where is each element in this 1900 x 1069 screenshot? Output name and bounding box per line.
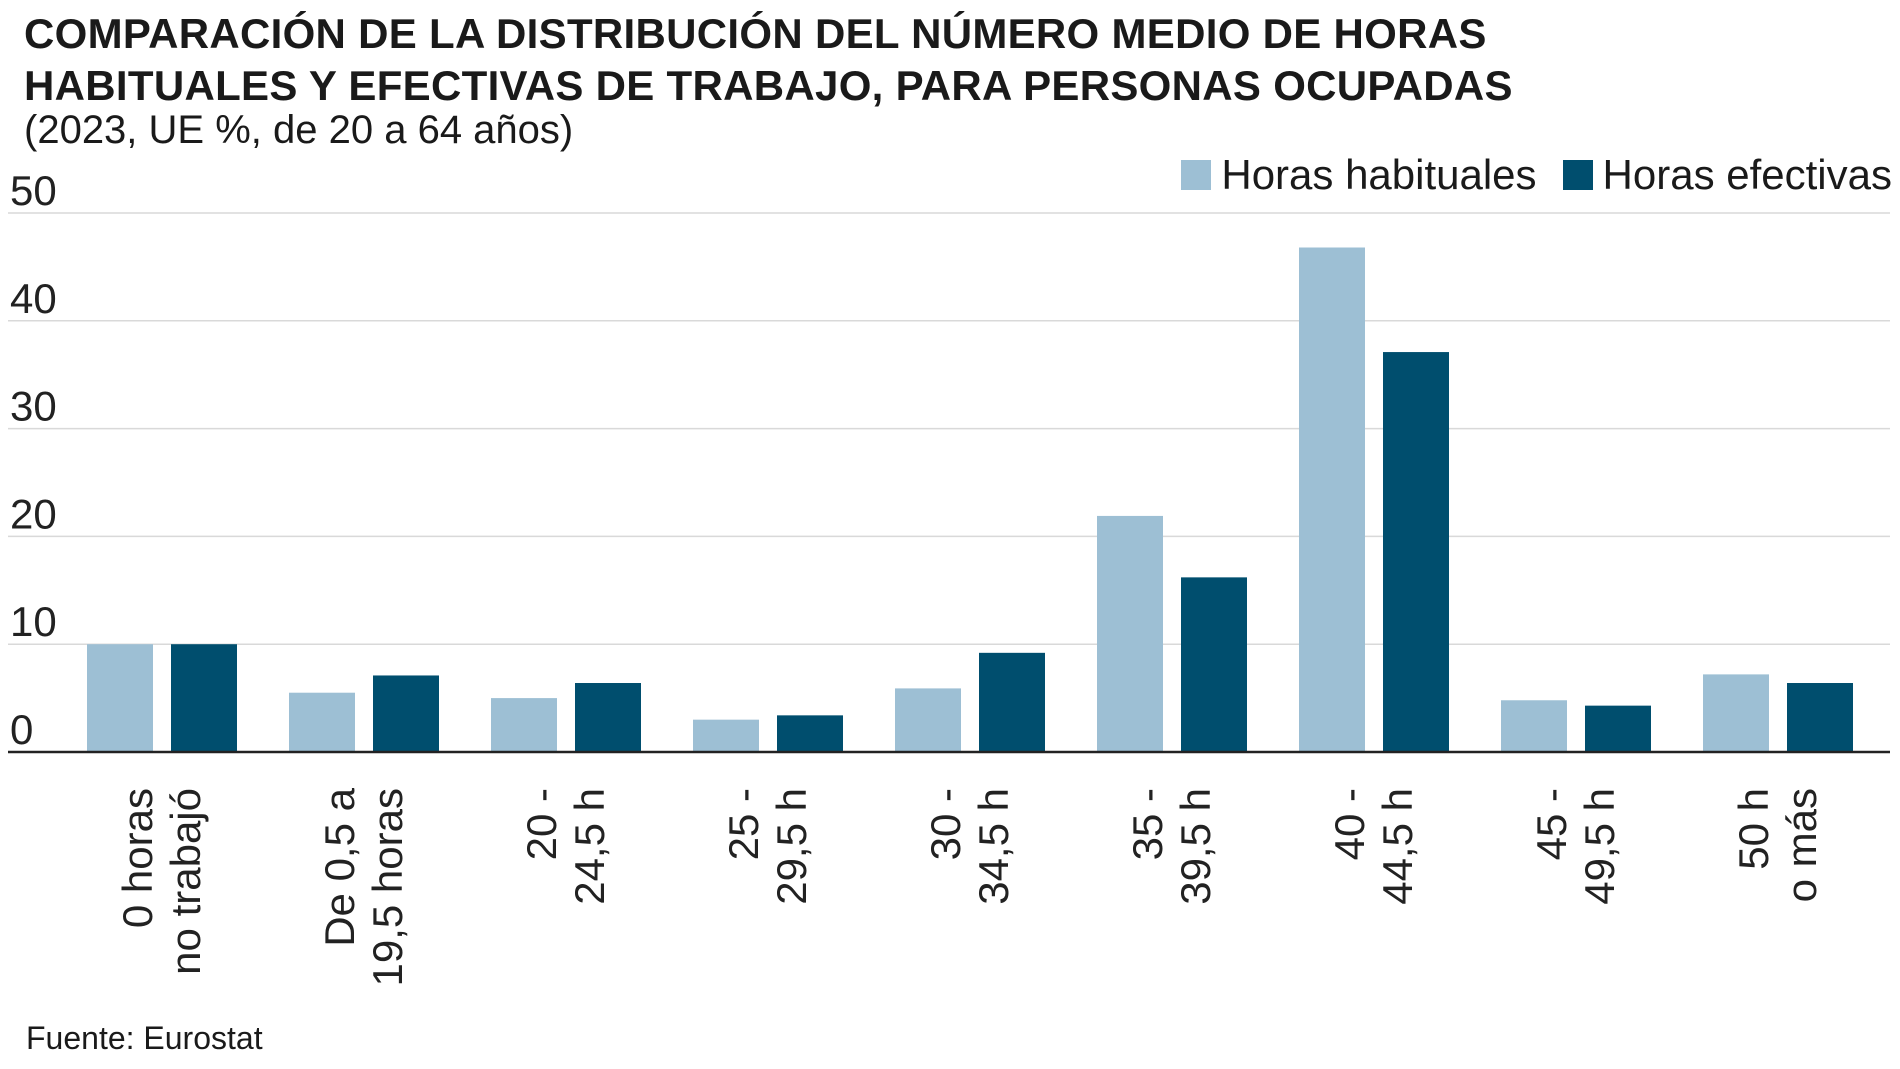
x-category-label-4: 30 -34,5 h — [922, 788, 1017, 905]
chart-subtitle: (2023, UE %, de 20 a 64 años) — [24, 108, 574, 152]
x-category-label-2: 20 -24,5 h — [518, 788, 613, 905]
y-tick-label-50: 50 — [10, 167, 57, 214]
chart-legend: Horas habituales Horas efectivas — [1155, 150, 1892, 200]
bar-habituales-8 — [1703, 674, 1769, 752]
legend-swatch-efectivas — [1562, 160, 1593, 190]
bar-efectivas-6 — [1383, 352, 1449, 752]
source-note: Fuente: Eurostat — [26, 1020, 263, 1056]
x-category-label-6: 40 -44,5 h — [1326, 788, 1421, 905]
bar-efectivas-5 — [1181, 577, 1247, 752]
x-category-label-4-line-1: 34,5 h — [970, 788, 1017, 905]
bar-efectivas-7 — [1585, 705, 1651, 752]
bar-habituales-4 — [895, 688, 961, 752]
x-category-label-5: 35 -39,5 h — [1124, 788, 1219, 905]
x-category-label-4-line-0: 30 - — [922, 788, 969, 860]
x-category-label-5-line-1: 39,5 h — [1172, 788, 1219, 905]
x-category-label-2-line-0: 20 - — [518, 788, 565, 860]
bar-habituales-5 — [1097, 515, 1163, 752]
legend-item-efectivas: Horas efectivas — [1562, 150, 1892, 200]
bar-habituales-7 — [1501, 700, 1567, 752]
legend-label-habituales: Horas habituales — [1221, 151, 1537, 198]
bar-efectivas-2 — [575, 683, 641, 752]
x-category-label-1-line-0: De 0,5 a — [316, 787, 363, 946]
legend-label-efectivas: Horas efectivas — [1602, 151, 1892, 198]
x-category-label-3-line-0: 25 - — [720, 788, 767, 860]
y-tick-label-0: 0 — [10, 706, 33, 753]
bar-habituales-0 — [87, 644, 153, 752]
x-category-label-7-line-1: 49,5 h — [1576, 788, 1623, 905]
chart-title: COMPARACIÓN DE LA DISTRIBUCIÓN DEL NÚMER… — [24, 8, 1513, 112]
x-category-label-0: 0 horas no trabajó — [114, 788, 209, 975]
x-category-label-0-line-0: 0 horas — [114, 788, 161, 928]
y-tick-label-20: 20 — [10, 490, 57, 537]
x-category-label-7: 45 -49,5 h — [1528, 788, 1623, 905]
bar-habituales-1 — [289, 692, 355, 752]
legend-item-habituales: Horas habituales — [1181, 150, 1537, 200]
x-category-label-1: De 0,5 a 19,5 horas — [316, 787, 411, 986]
bar-efectivas-0 — [171, 644, 237, 752]
x-category-label-3-line-1: 29,5 h — [768, 788, 815, 905]
x-category-label-6-line-0: 40 - — [1326, 788, 1373, 860]
chart-title-line-2: HABITUALES Y EFECTIVAS DE TRABAJO, PARA … — [24, 62, 1513, 109]
x-category-label-6-line-1: 44,5 h — [1374, 788, 1421, 905]
x-category-label-8-line-1: o más — [1778, 788, 1825, 902]
bar-efectivas-1 — [373, 675, 439, 752]
x-category-label-2-line-1: 24,5 h — [566, 788, 613, 905]
bar-efectivas-4 — [979, 652, 1045, 752]
y-tick-label-30: 30 — [10, 383, 57, 430]
y-tick-label-10: 10 — [10, 598, 57, 645]
bar-efectivas-8 — [1787, 683, 1853, 752]
bar-habituales-2 — [491, 698, 557, 752]
bar-efectivas-3 — [777, 715, 843, 752]
bar-habituales-6 — [1299, 247, 1365, 752]
x-category-label-8-line-0: 50 h — [1730, 788, 1777, 870]
legend-swatch-habituales — [1181, 160, 1212, 190]
x-category-label-3: 25 -29,5 h — [720, 788, 815, 905]
x-category-label-0-line-1: no trabajó — [162, 788, 209, 975]
x-category-label-7-line-0: 45 - — [1528, 788, 1575, 860]
bar-habituales-3 — [693, 719, 759, 752]
y-tick-label-40: 40 — [10, 275, 57, 322]
chart-title-line-1: COMPARACIÓN DE LA DISTRIBUCIÓN DEL NÚMER… — [24, 10, 1487, 57]
x-category-label-1-line-1: 19,5 horas — [364, 788, 411, 986]
x-category-label-5-line-0: 35 - — [1124, 788, 1171, 860]
